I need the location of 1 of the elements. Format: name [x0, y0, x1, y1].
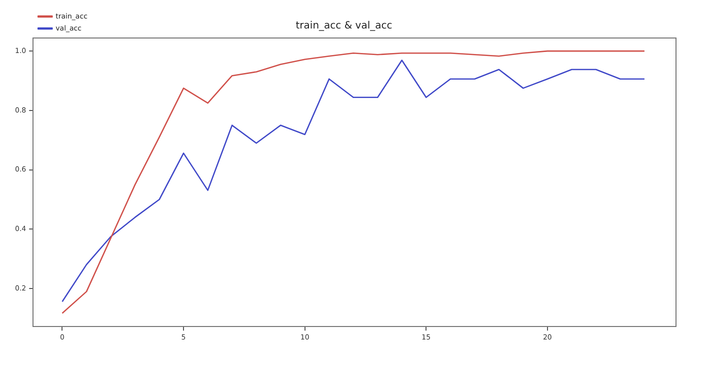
chart-title: train_acc & val_acc: [296, 20, 392, 32]
